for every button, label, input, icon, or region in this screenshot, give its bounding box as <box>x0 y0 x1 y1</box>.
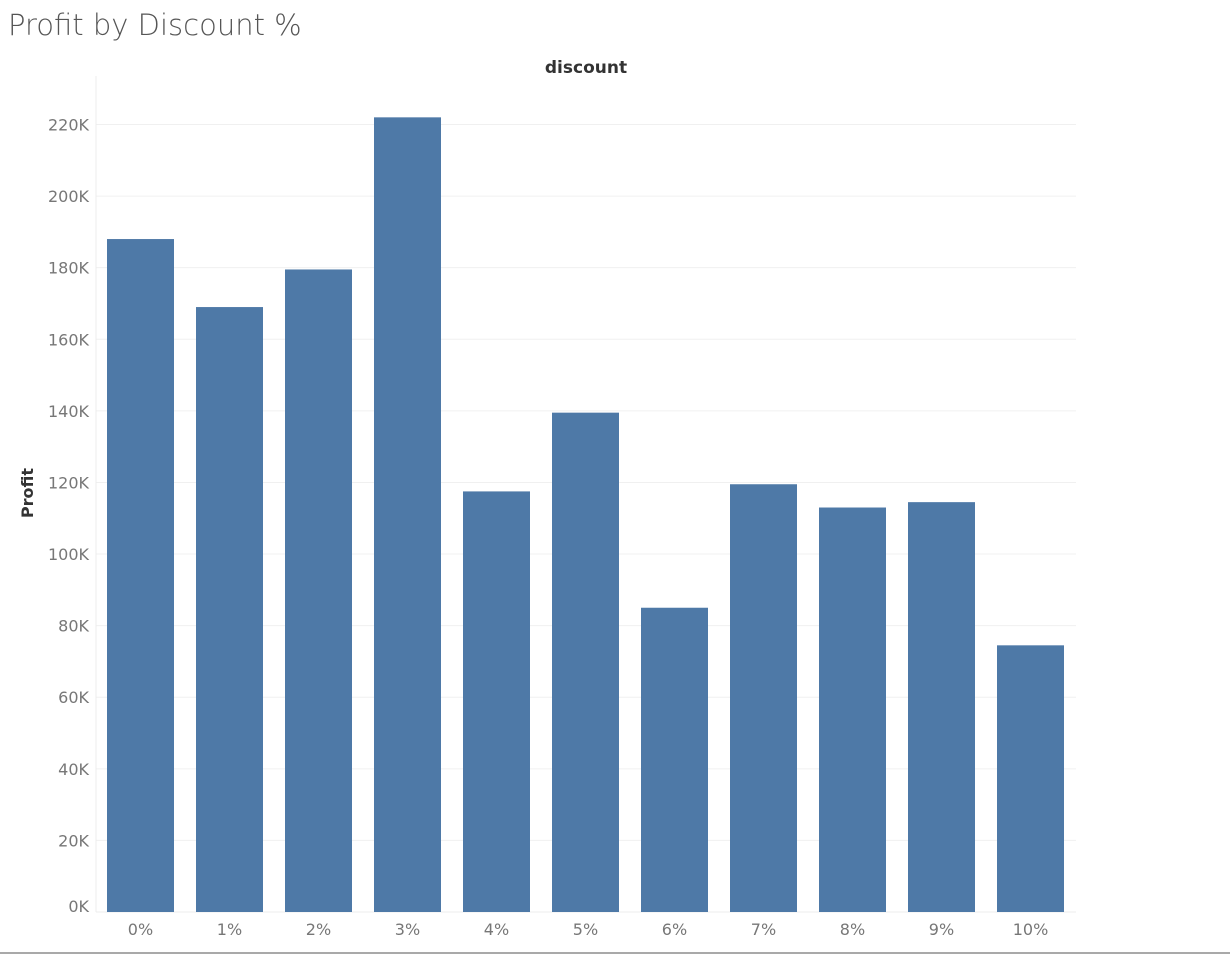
bottom-divider <box>0 952 1230 954</box>
chart-title: Profit by Discount % <box>8 8 302 42</box>
y-tick-labels: 0K 20K 40K 60K 80K 100K 120K 140K 160K 180K 200K 22… <box>48 116 90 917</box>
bar <box>552 412 619 912</box>
x-tick-label: 0% <box>128 920 153 939</box>
bar <box>730 484 797 912</box>
x-tick-label: 10% <box>1013 920 1049 939</box>
bars <box>107 117 1064 913</box>
y-tick-label: 220K <box>48 116 90 135</box>
y-tick-label: 180K <box>48 259 90 278</box>
x-tick-label: 9% <box>929 920 954 939</box>
x-tick-label: 3% <box>395 920 420 939</box>
y-tick-label: 200K <box>48 187 90 206</box>
bar <box>285 269 352 913</box>
x-tick-label: 2% <box>306 920 331 939</box>
bar <box>196 307 263 912</box>
y-axis-label: Profit <box>18 468 37 518</box>
x-tick-label: 7% <box>751 920 776 939</box>
x-tick-label: 5% <box>573 920 598 939</box>
x-tick-label: 8% <box>840 920 865 939</box>
y-tick-label: 40K <box>58 760 89 779</box>
y-tick-label: 120K <box>48 473 90 492</box>
y-tick-label: 160K <box>48 330 90 349</box>
x-tick-label: 1% <box>217 920 242 939</box>
bar <box>107 239 174 912</box>
y-tick-label: 80K <box>58 617 89 636</box>
x-tick-label: 6% <box>662 920 687 939</box>
bar <box>641 607 708 912</box>
y-tick-label: 140K <box>48 402 90 421</box>
bar <box>374 117 441 912</box>
y-tick-label: 20K <box>58 831 89 850</box>
bar <box>463 491 530 912</box>
column-header: discount <box>545 58 627 78</box>
x-tick-labels: 0% 1% 2% 3% 4% 5% 6% 7% 8% 9% 10% <box>128 920 1048 939</box>
y-tick-label: 0K <box>68 897 89 916</box>
bar <box>997 645 1064 912</box>
y-tick-label: 60K <box>58 688 89 707</box>
bar <box>819 507 886 912</box>
y-tick-label: 100K <box>48 545 90 564</box>
bar <box>908 502 975 912</box>
x-tick-label: 4% <box>484 920 509 939</box>
